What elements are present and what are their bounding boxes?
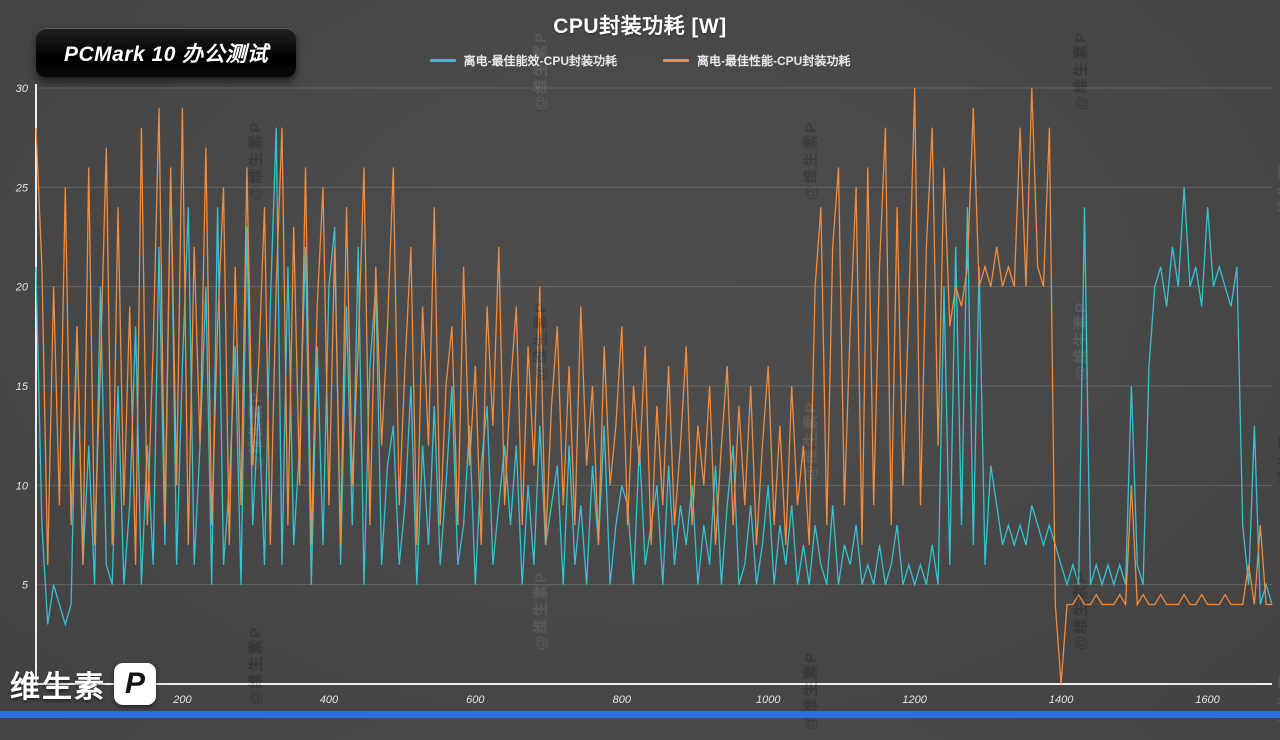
legend-label-performance: 离电-最佳性能-CPU封装功耗 <box>697 54 851 68</box>
svg-text:5: 5 <box>22 580 29 592</box>
svg-text:800: 800 <box>613 694 632 706</box>
svg-text:1000: 1000 <box>756 694 781 706</box>
bottom-accent-bar <box>0 711 1280 718</box>
legend-item-efficiency: 离电-最佳能效-CPU封装功耗 <box>429 52 617 69</box>
chart-title: CPU封装功耗 [W] <box>553 15 727 38</box>
test-name-badge: PCMark 10 办公测试 <box>36 28 297 78</box>
svg-text:25: 25 <box>15 182 29 194</box>
svg-text:600: 600 <box>466 694 485 706</box>
svg-text:30: 30 <box>16 83 29 95</box>
brand-footer: 维生素 P <box>10 662 156 706</box>
brand-text: 维生素 <box>10 671 106 704</box>
legend-label-efficiency: 离电-最佳能效-CPU封装功耗 <box>463 54 617 68</box>
chart-legend: 离电-最佳能效-CPU封装功耗 离电-最佳性能-CPU封装功耗 <box>0 52 1280 69</box>
svg-text:1200: 1200 <box>902 694 927 706</box>
legend-swatch-efficiency <box>429 59 456 62</box>
brand-logo-icon: P <box>114 663 156 705</box>
svg-text:15: 15 <box>16 381 29 393</box>
svg-text:20: 20 <box>15 282 29 294</box>
legend-swatch-performance <box>663 59 689 62</box>
svg-text:1400: 1400 <box>1049 694 1074 706</box>
svg-text:10: 10 <box>16 480 29 492</box>
legend-item-performance: 离电-最佳性能-CPU封装功耗 <box>663 52 850 69</box>
svg-text:400: 400 <box>320 694 339 706</box>
cpu-power-line-chart: 5 10 15 20 25 30 200 400 600 800 1000 1200 1400 1600 <box>15 83 1273 706</box>
svg-text:200: 200 <box>172 694 192 706</box>
svg-text:1600: 1600 <box>1195 694 1220 706</box>
